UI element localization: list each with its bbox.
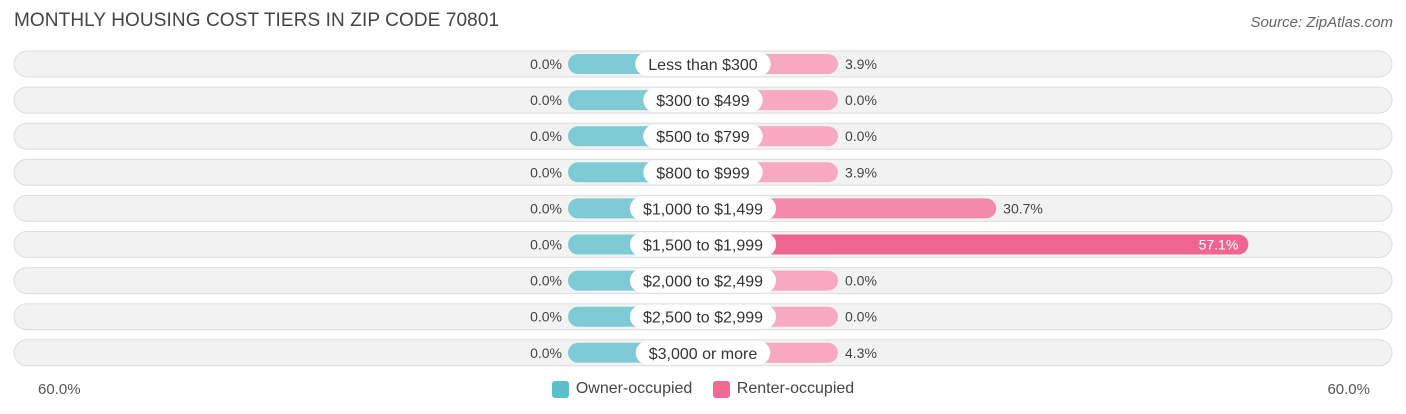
renter-value-label-0: 3.9% <box>845 56 877 72</box>
category-pill-2 <box>643 124 763 149</box>
category-pill-0 <box>635 52 771 76</box>
renter-value-label-5: 57.1% <box>1199 237 1239 253</box>
category-label-8: $3,000 or more <box>649 346 758 363</box>
legend-label-renter: Renter-occupied <box>736 380 855 397</box>
renter-value-label-6: 0.0% <box>845 273 877 289</box>
category-pill-6 <box>629 268 777 293</box>
legend-swatch-owner <box>551 380 569 398</box>
chart-title: MONTHLY HOUSING COST TIERS IN ZIP CODE 7… <box>14 10 500 31</box>
owner-value-label-7: 0.0% <box>530 309 562 325</box>
legend-label-owner: Owner-occupied <box>575 380 693 397</box>
owner-value-label-3: 0.0% <box>530 164 562 180</box>
chart: 0.0% 3.9% Less than $300 0.0% 0.0% $300 to $4… <box>13 50 1393 367</box>
category-label-7: $2,500 to $2,999 <box>643 310 763 327</box>
category-pill-5 <box>629 232 777 257</box>
axis-label-left: 60.0% <box>38 381 81 398</box>
legend-item-renter: Renter-occupied <box>712 380 855 398</box>
renter-value-label-3: 3.9% <box>845 164 877 180</box>
owner-value-label-0: 0.0% <box>530 56 562 72</box>
renter-value-label-7: 0.0% <box>845 309 877 325</box>
owner-value-label-8: 0.0% <box>530 345 562 361</box>
category-label-6: $2,000 to $2,499 <box>643 274 763 291</box>
category-pill-1 <box>643 88 763 113</box>
renter-value-label-1: 0.0% <box>845 92 877 108</box>
owner-value-label-4: 0.0% <box>530 200 562 216</box>
renter-value-label-4: 30.7% <box>1003 200 1043 216</box>
legend-item-owner: Owner-occupied <box>551 380 693 398</box>
category-label-4: $1,000 to $1,499 <box>643 201 763 218</box>
category-label-2: $500 to $799 <box>656 129 750 146</box>
legend: Owner-occupied Renter-occupied <box>0 380 1406 403</box>
category-label-3: $800 to $999 <box>656 165 750 182</box>
owner-value-label-6: 0.0% <box>530 273 562 289</box>
renter-value-label-2: 0.0% <box>845 128 877 144</box>
category-pill-4 <box>629 196 777 221</box>
renter-bar-5 <box>703 234 1249 255</box>
category-label-0: Less than $300 <box>648 57 758 74</box>
source-credit: Source: ZipAtlas.com <box>1250 14 1393 31</box>
owner-value-label-1: 0.0% <box>530 92 562 108</box>
owner-value-label-5: 0.0% <box>530 237 562 253</box>
legend-swatch-renter <box>712 380 730 398</box>
category-pill-8 <box>635 340 771 365</box>
category-label-1: $300 to $499 <box>656 93 750 110</box>
renter-value-label-8: 4.3% <box>845 345 877 361</box>
axis-label-right: 60.0% <box>1327 381 1370 398</box>
category-label-5: $1,500 to $1,999 <box>643 238 763 255</box>
owner-value-label-2: 0.0% <box>530 128 562 144</box>
category-pill-7 <box>629 304 777 329</box>
renter-bar-4 <box>703 198 997 219</box>
category-pill-3 <box>643 160 763 185</box>
